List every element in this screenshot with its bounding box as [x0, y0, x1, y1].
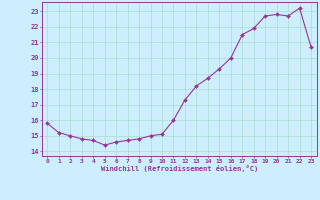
X-axis label: Windchill (Refroidissement éolien,°C): Windchill (Refroidissement éolien,°C): [100, 165, 258, 172]
